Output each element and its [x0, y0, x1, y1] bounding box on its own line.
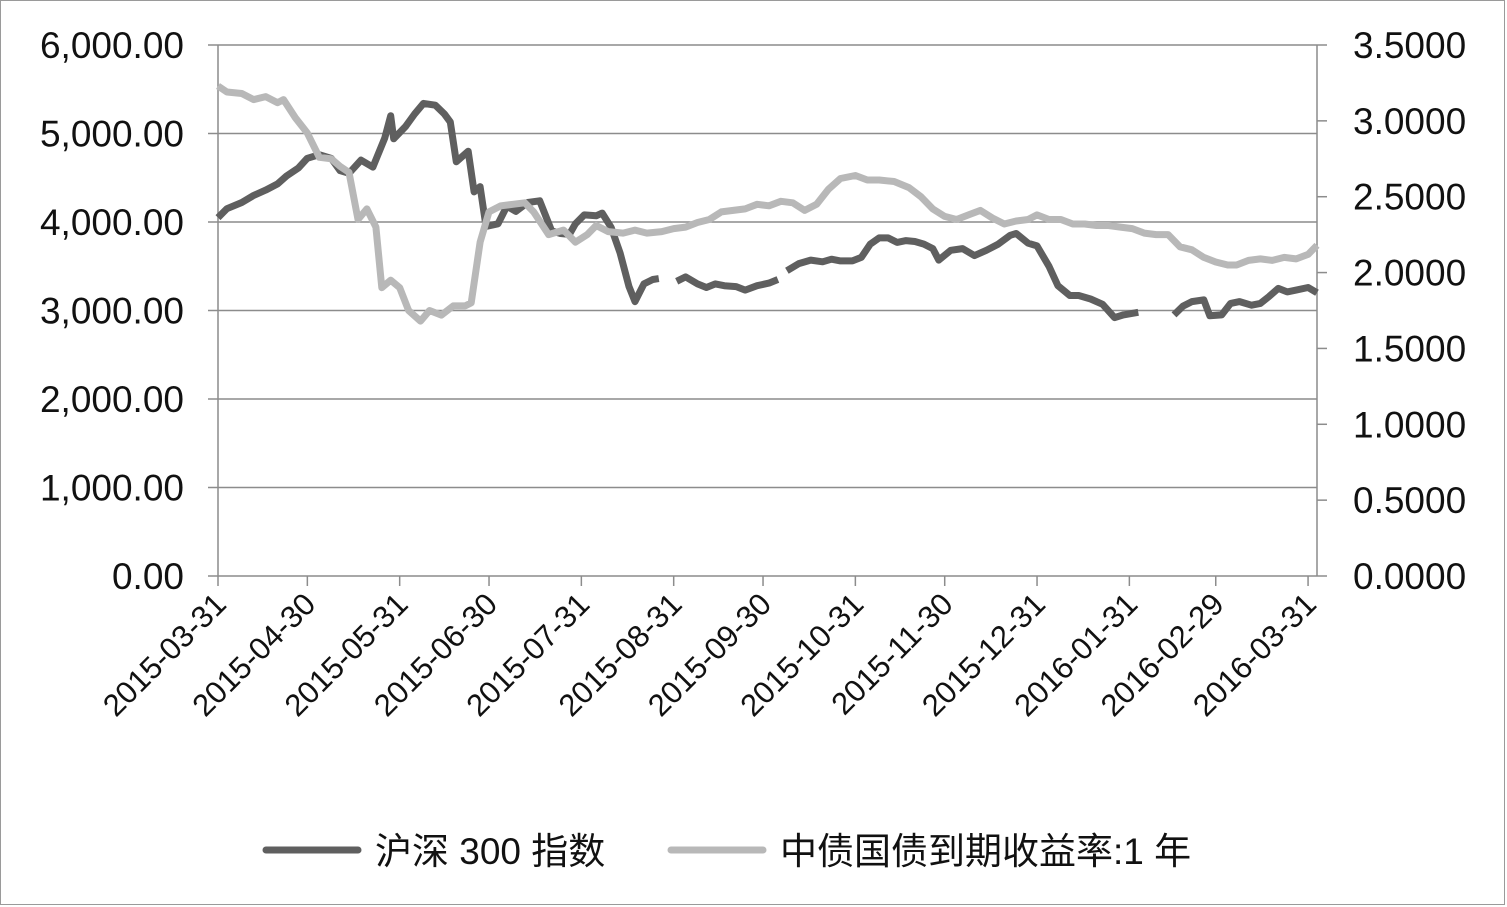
axes — [208, 44, 1327, 586]
y-left-tick-label: 0.00 — [112, 556, 184, 597]
series-line-hs300-segment-1 — [675, 273, 780, 294]
y-right-tick-label: 3.5000 — [1353, 25, 1466, 66]
series-line-hs300-segment-2 — [785, 230, 1139, 322]
series-line-hs300-segment-0 — [215, 99, 660, 306]
y-right-tick-label: 2.0000 — [1353, 253, 1466, 294]
y-left-tick-label: 1,000.00 — [40, 468, 184, 509]
y-axis-right-labels: 0.0000 0.5000 1.0000 1.5000 2.0000 2.5000 3.00… — [1353, 25, 1466, 597]
y-right-tick-label: 0.0000 — [1353, 556, 1466, 597]
y-right-tick-label: 0.5000 — [1353, 480, 1466, 521]
y-right-tick-label: 3.0000 — [1353, 101, 1466, 142]
y-left-tick-label: 5,000.00 — [40, 114, 184, 155]
legend-label-bond-yield: 中债国债到期收益率:1 年 — [780, 831, 1191, 872]
y-left-tick-label: 2,000.00 — [40, 379, 184, 420]
y-right-tick-label: 1.5000 — [1353, 328, 1466, 369]
y-left-tick-label: 6,000.00 — [40, 25, 184, 66]
x-axis-labels: 2015-03-312015-04-302015-05-312015-06-30… — [96, 586, 1323, 723]
y-right-tick-label: 1.0000 — [1353, 404, 1466, 445]
series-line-hs300-segment-3 — [1171, 284, 1319, 320]
y-right-tick-label: 2.5000 — [1353, 177, 1466, 218]
series-layer — [215, 83, 1320, 325]
y-left-tick-label: 4,000.00 — [40, 202, 184, 243]
y-axis-left-labels: 0.00 1,000.00 2,000.00 3,000.00 4,000.00 5,00… — [40, 25, 184, 597]
series-line-bond-yield-segment-0 — [216, 83, 1320, 325]
y-left-tick-label: 3,000.00 — [40, 291, 184, 332]
legend-label-hs300: 沪深 300 指数 — [375, 831, 605, 872]
legend: 沪深 300 指数 中债国债到期收益率:1 年 — [262, 831, 1191, 872]
